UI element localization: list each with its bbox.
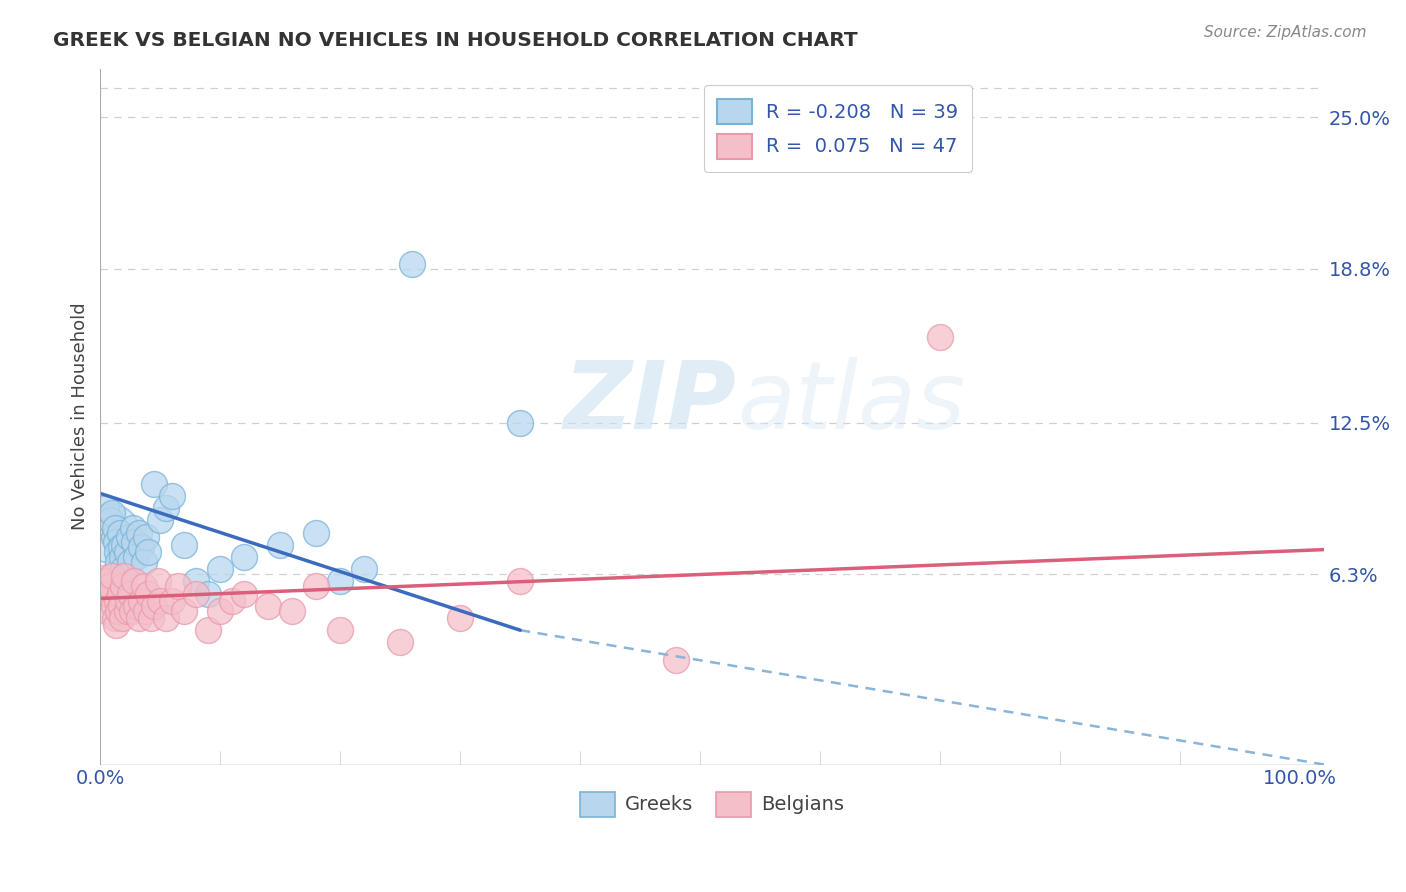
Point [233,586,256,600]
Point [221,594,243,608]
Point [155,501,177,516]
Point [129,594,152,608]
Point [107,604,129,618]
Point [118,530,141,544]
Text: atlas: atlas [737,357,965,448]
Point [101,506,124,520]
Point [115,545,138,559]
Point [96,501,118,516]
Point [110,599,132,613]
Point [103,599,125,613]
Point [104,618,127,632]
Point [129,540,152,554]
Point [149,513,172,527]
Point [120,555,142,569]
Point [96,586,118,600]
Point [117,594,139,608]
Point [149,594,172,608]
Point [112,538,135,552]
Point [509,416,531,430]
Point [389,635,412,649]
Point [143,476,166,491]
Point [121,604,143,618]
Point [135,604,157,618]
Point [132,555,155,569]
Point [110,540,132,554]
Point [257,599,280,613]
Point [305,525,328,540]
Point [128,611,150,625]
Point [105,594,128,608]
Point [665,652,688,666]
Point [132,579,155,593]
Point [98,525,121,540]
Point [122,535,145,549]
Point [103,530,125,544]
Point [167,579,190,593]
Point [929,330,952,344]
Point [98,579,121,593]
Point [104,611,127,625]
Point [135,530,157,544]
Point [509,574,531,589]
Point [197,624,219,638]
Text: Source: ZipAtlas.com: Source: ZipAtlas.com [1204,25,1367,40]
Point [96,586,118,600]
Legend: Greeks, Belgians: Greeks, Belgians [572,784,852,824]
Point [139,611,162,625]
Point [107,555,129,569]
Point [162,489,184,503]
Point [305,579,328,593]
Text: ZIP: ZIP [564,357,737,449]
Point [112,562,135,576]
Point [449,611,471,625]
Point [111,611,134,625]
Point [186,586,208,600]
Point [104,521,127,535]
Point [94,574,117,589]
Point [112,569,135,583]
Point [138,545,160,559]
Point [125,549,148,564]
Point [401,257,423,271]
Point [128,525,150,540]
Point [138,586,160,600]
Text: GREEK VS BELGIAN NO VEHICLES IN HOUSEHOLD CORRELATION CHART: GREEK VS BELGIAN NO VEHICLES IN HOUSEHOL… [53,31,858,50]
Point [115,604,138,618]
Point [121,521,143,535]
Point [269,538,291,552]
Point [162,594,184,608]
Point [233,549,256,564]
Point [143,599,166,613]
Point [197,586,219,600]
Point [108,586,131,600]
Point [105,545,128,559]
Point [120,586,142,600]
Point [98,513,121,527]
Point [353,562,375,576]
Point [329,624,352,638]
Point [173,538,195,552]
Point [111,549,134,564]
Point [186,574,208,589]
Point [281,604,304,618]
Point [329,574,352,589]
Y-axis label: No Vehicles in Household: No Vehicles in Household [72,302,89,531]
Point [101,569,124,583]
Point [125,599,148,613]
Point [209,604,232,618]
Point [112,579,135,593]
Point [209,562,232,576]
Point [108,525,131,540]
Point [122,574,145,589]
Point [155,611,177,625]
Point [146,574,169,589]
Point [173,604,195,618]
Point [104,535,127,549]
